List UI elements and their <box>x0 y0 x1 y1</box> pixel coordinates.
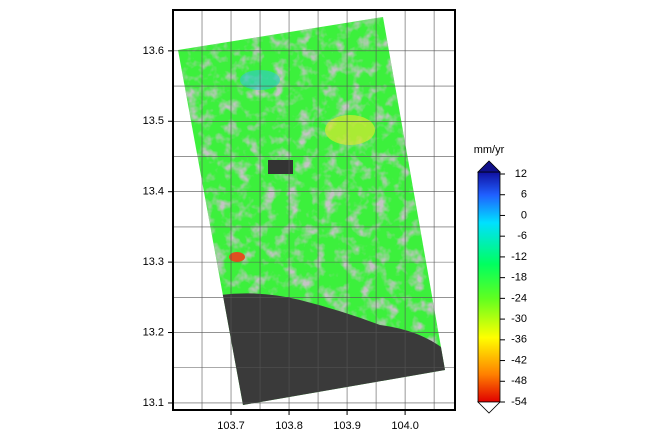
colorbar-tick-label: 12 <box>515 168 527 180</box>
map-frame <box>172 9 456 411</box>
colorbar-tick-label: -30 <box>511 313 527 325</box>
colorbar-tick-label: -12 <box>511 251 527 263</box>
insar-swath <box>178 17 445 405</box>
y-tick-label: 13.6 <box>143 45 164 57</box>
colorbar-min-triangle <box>477 401 501 414</box>
colorbar-tick-label: -54 <box>511 396 527 408</box>
colorbar-tick-label: -6 <box>517 230 527 242</box>
y-tick-label: 13.5 <box>143 115 164 127</box>
grid <box>173 10 455 410</box>
axes: 103.7 103.8 103.9 104.0 13.1 13.2 13.3 13.4 13.5… <box>143 45 419 432</box>
colorbar-tick-label: 6 <box>521 189 527 201</box>
colorbar-tick-label: -48 <box>511 375 527 387</box>
y-tick-label: 13.1 <box>143 397 164 409</box>
x-tick-label: 103.7 <box>217 420 245 432</box>
colorbar-max-triangle <box>477 160 501 173</box>
colorbar-tick-label: -36 <box>511 334 527 346</box>
colorbar-tick-label: -24 <box>511 292 527 304</box>
x-tick-label: 103.8 <box>275 420 303 432</box>
y-tick-label: 13.4 <box>143 186 164 198</box>
x-tick-label: 104.0 <box>391 420 419 432</box>
colorbar-tick-label: 0 <box>521 209 527 221</box>
y-tick-label: 13.3 <box>143 256 164 268</box>
colorbar-label: mm/yr <box>474 144 505 156</box>
x-tick-label: 103.9 <box>333 420 361 432</box>
colorbar-tick-label: -42 <box>511 354 527 366</box>
colorbar <box>477 171 501 403</box>
colorbar-tick-label: -18 <box>511 272 527 284</box>
y-tick-label: 13.2 <box>143 326 164 338</box>
